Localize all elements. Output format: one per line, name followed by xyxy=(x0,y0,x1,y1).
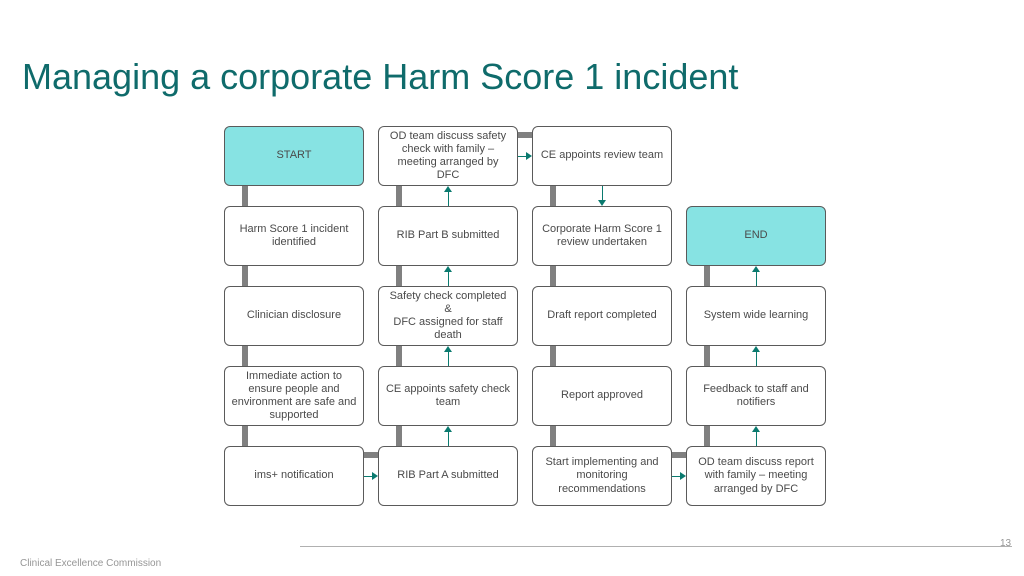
flow-node-n20: CE appoints review team xyxy=(532,126,672,186)
slide: Managing a corporate Harm Score 1 incide… xyxy=(0,0,1024,576)
page-title: Managing a corporate Harm Score 1 incide… xyxy=(22,56,738,98)
arrow-head-icon xyxy=(372,472,378,480)
flow-node-n01: Harm Score 1 incident identified xyxy=(224,206,364,266)
arrow-line xyxy=(448,352,449,366)
connector xyxy=(704,344,710,368)
flow-node-start: START xyxy=(224,126,364,186)
flow-node-n13: CE appoints safety check team xyxy=(378,366,518,426)
flow-node-n03: Immediate action to ensure people and en… xyxy=(224,366,364,426)
arrow-head-icon xyxy=(444,186,452,192)
flow-node-end: END xyxy=(686,206,826,266)
connector xyxy=(704,424,710,448)
arrow-line xyxy=(756,272,757,286)
arrow-head-icon xyxy=(444,426,452,432)
divider xyxy=(300,546,1012,547)
connector xyxy=(550,424,556,448)
connector xyxy=(550,344,556,368)
flow-node-n24: Start implementing and monitoring recomm… xyxy=(532,446,672,506)
arrow-head-icon xyxy=(598,200,606,206)
arrow-line xyxy=(364,476,372,477)
connector xyxy=(396,344,402,368)
page-number: 13 xyxy=(1000,538,1011,549)
arrow-line xyxy=(756,352,757,366)
arrow-line xyxy=(448,272,449,286)
arrow-head-icon xyxy=(526,152,532,160)
flow-node-n10: OD team discuss safety check with family… xyxy=(378,126,518,186)
connector xyxy=(704,264,710,288)
arrow-line xyxy=(756,432,757,446)
connector xyxy=(396,264,402,288)
footer-text: Clinical Excellence Commission xyxy=(20,558,161,569)
arrow-head-icon xyxy=(680,472,686,480)
arrow-line xyxy=(602,186,603,200)
arrow-head-icon xyxy=(444,346,452,352)
connector xyxy=(242,264,248,288)
flow-node-n12: Safety check completed & DFC assigned fo… xyxy=(378,286,518,346)
flow-node-n34: OD team discuss report with family – mee… xyxy=(686,446,826,506)
connector xyxy=(550,184,556,208)
arrow-head-icon xyxy=(752,266,760,272)
connector xyxy=(550,264,556,288)
connector xyxy=(396,184,402,208)
connector xyxy=(242,344,248,368)
flow-node-n22: Draft report completed xyxy=(532,286,672,346)
flow-node-n32: System wide learning xyxy=(686,286,826,346)
flow-node-n11: RIB Part B submitted xyxy=(378,206,518,266)
arrow-head-icon xyxy=(444,266,452,272)
flow-node-n02: Clinician disclosure xyxy=(224,286,364,346)
flow-node-n33: Feedback to staff and notifiers xyxy=(686,366,826,426)
arrow-line xyxy=(518,156,526,157)
flow-node-n14: RIB Part A submitted xyxy=(378,446,518,506)
connector xyxy=(242,424,248,448)
connector xyxy=(396,424,402,448)
flow-node-n04: ims+ notification xyxy=(224,446,364,506)
arrow-line xyxy=(448,432,449,446)
arrow-line xyxy=(672,476,680,477)
flow-node-n23: Report approved xyxy=(532,366,672,426)
arrow-head-icon xyxy=(752,426,760,432)
arrow-head-icon xyxy=(752,346,760,352)
connector xyxy=(242,184,248,208)
flow-node-n21: Corporate Harm Score 1 review undertaken xyxy=(532,206,672,266)
arrow-line xyxy=(448,192,449,206)
